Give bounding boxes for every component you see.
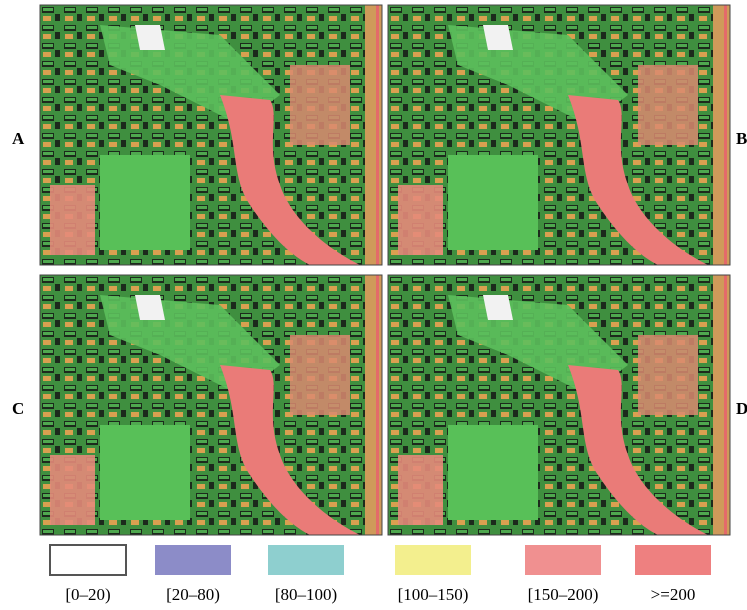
legend-swatch [155, 545, 231, 575]
legend-swatch [268, 545, 344, 575]
legend-label: [0–20) [65, 585, 110, 604]
map-panel [388, 5, 730, 265]
legend-swatch [525, 545, 601, 575]
legend-label: [100–150) [398, 585, 469, 604]
legend-swatch [395, 545, 471, 575]
page: {"panels": [{"label": "A"}, {"label": "B… [0, 0, 747, 610]
map-panel [40, 275, 382, 535]
panel-label: D [736, 399, 747, 418]
panels: A B C D [12, 5, 747, 535]
legend-label: [20–80) [166, 585, 220, 604]
legend-label: >=200 [651, 585, 696, 604]
panel-label: B [736, 129, 747, 148]
legend-swatch [50, 545, 126, 575]
legend: [0–20) [20–80) [80–100) [100–150) [150–200) >… [50, 545, 711, 604]
map-panel [40, 5, 382, 265]
legend-swatch [635, 545, 711, 575]
panel-label: C [12, 399, 24, 418]
legend-label: [80–100) [275, 585, 337, 604]
legend-label: [150–200) [528, 585, 599, 604]
panel-label: A [12, 129, 25, 148]
figure: A B C D [0–20) [20–80) [80–100) [100–150) [150–… [0, 0, 747, 610]
map-panel [388, 275, 730, 535]
